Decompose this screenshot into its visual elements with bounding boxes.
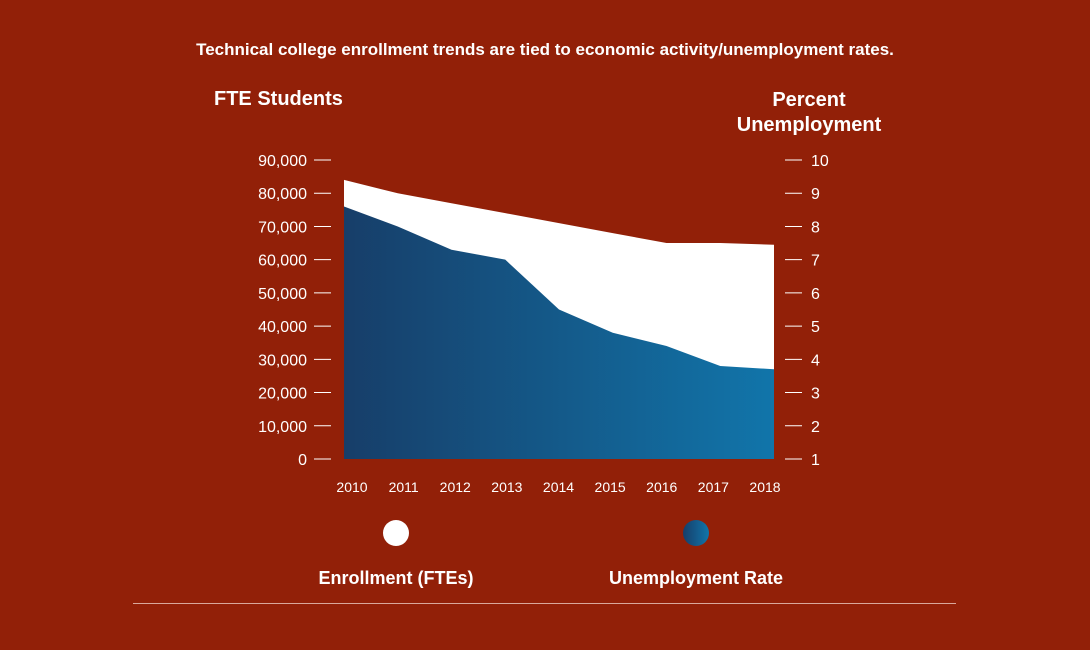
y-left-tick-label: 60,000 <box>258 253 307 270</box>
legend-item-unemployment: Unemployment Rate <box>566 520 826 589</box>
x-tick-label: 2015 <box>595 479 626 495</box>
y-left-tick-label: 30,000 <box>258 352 307 369</box>
x-tick-label: 2014 <box>543 479 574 495</box>
x-tick-label: 2013 <box>491 479 522 495</box>
y-right-tick-label: 6 <box>811 286 820 303</box>
y-left-tick-label: 50,000 <box>258 286 307 303</box>
y-left-tick-label: 20,000 <box>258 386 307 403</box>
x-tick-label: 2011 <box>389 479 419 495</box>
legend-label-unemployment: Unemployment Rate <box>608 568 784 588</box>
y-left-tick-label: 10,000 <box>258 419 307 436</box>
y-right-tick-label: 2 <box>811 419 820 436</box>
x-tick-label: 2016 <box>646 479 677 495</box>
y-right-tick-label: 4 <box>811 352 820 369</box>
y-left-tick-label: 0 <box>298 452 307 469</box>
y-right-tick-label: 3 <box>811 386 820 403</box>
y-left-tick-label: 90,000 <box>258 153 307 170</box>
legend-item-enrollment: Enrollment (FTEs) <box>266 520 526 589</box>
y-right-tick-label: 1 <box>811 452 820 469</box>
y-axis-left-label: FTE Students <box>214 88 343 110</box>
y-left-tick-label: 70,000 <box>258 219 307 236</box>
y-right-tick-label: 9 <box>811 186 820 203</box>
unemployment-area <box>344 206 774 459</box>
legend-swatch-enrollment <box>383 520 409 546</box>
y-right-tick-label: 5 <box>811 319 820 336</box>
x-tick-label: 2010 <box>336 479 367 495</box>
y-right-tick-label: 7 <box>811 253 820 270</box>
y-left-tick-label: 80,000 <box>258 186 307 203</box>
y-right-tick-label: 8 <box>811 219 820 236</box>
y-axis-right-label-line1: Percent <box>772 89 846 111</box>
y-right-tick-label: 10 <box>811 153 829 170</box>
legend-swatch-unemployment <box>683 520 709 546</box>
y-axis-right-label: Percent Unemployment <box>700 88 918 138</box>
legend-label-enrollment: Enrollment (FTEs) <box>318 568 474 588</box>
y-left-tick-label: 40,000 <box>258 319 307 336</box>
x-tick-label: 2012 <box>440 479 471 495</box>
chart-title: Technical college enrollment trends are … <box>196 40 894 59</box>
divider <box>133 603 956 604</box>
y-axis-right-label-line2: Unemployment <box>736 114 882 136</box>
x-tick-label: 2018 <box>749 479 780 495</box>
x-tick-label: 2017 <box>698 479 729 495</box>
